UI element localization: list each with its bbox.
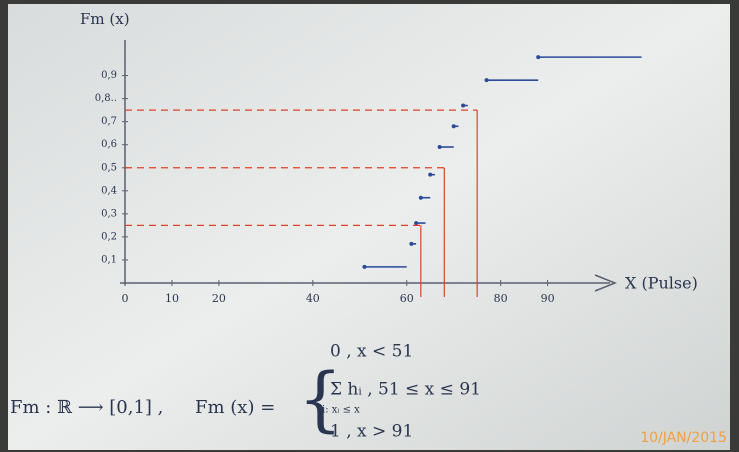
x-tick-label: 90 [541, 292, 555, 305]
x-tick-label: 40 [306, 292, 320, 305]
y-tick-label: 0,8.. [95, 93, 117, 104]
x-tick-label: 80 [494, 292, 508, 305]
case: 1 , x > 91 [330, 422, 413, 442]
y-tick-label: 0,7 [101, 116, 117, 127]
y-tick-label: 0,1 [101, 254, 117, 265]
y-tick-label: 0,5 [101, 162, 117, 173]
step-start [438, 145, 442, 149]
step-start [452, 124, 456, 128]
step-start [485, 78, 489, 82]
step-start [414, 221, 418, 225]
x-tick-label: 60 [400, 292, 414, 305]
step-start [536, 55, 540, 59]
x-tick-label: 20 [212, 292, 226, 305]
y-tick-label: 0,4 [101, 185, 117, 196]
y-tick-label: 0,2 [101, 231, 117, 242]
x-axis-label: X (Pulse) [625, 274, 698, 293]
case: 0 , x < 51 [330, 342, 413, 362]
y-tick-label: 0,3 [101, 208, 117, 219]
sum-index: i: xᵢ ≤ x [322, 405, 360, 416]
step-start [428, 173, 432, 177]
step-start [362, 265, 366, 269]
photo: Fm (x) X (Pulse) Fm : ℝ ⟶ [0,1] , Fm (x)… [0, 0, 739, 452]
y-tick-label: 0,9 [101, 70, 117, 81]
step-start [461, 104, 465, 108]
date-stamp: 10/JAN/2015 [640, 430, 727, 446]
x-tick-label: 10 [165, 292, 179, 305]
formula-def: Fm (x) = [195, 397, 275, 418]
y-tick-label: 0,6 [101, 139, 117, 150]
case: Σ hᵢ , 51 ≤ x ≤ 91 [330, 380, 481, 400]
formula-lhs: Fm : ℝ ⟶ [0,1] , [10, 397, 163, 418]
step-start [409, 242, 413, 246]
step-start [419, 196, 423, 200]
x-tick-label: 0 [122, 292, 129, 305]
y-axis-label: Fm (x) [80, 10, 130, 28]
